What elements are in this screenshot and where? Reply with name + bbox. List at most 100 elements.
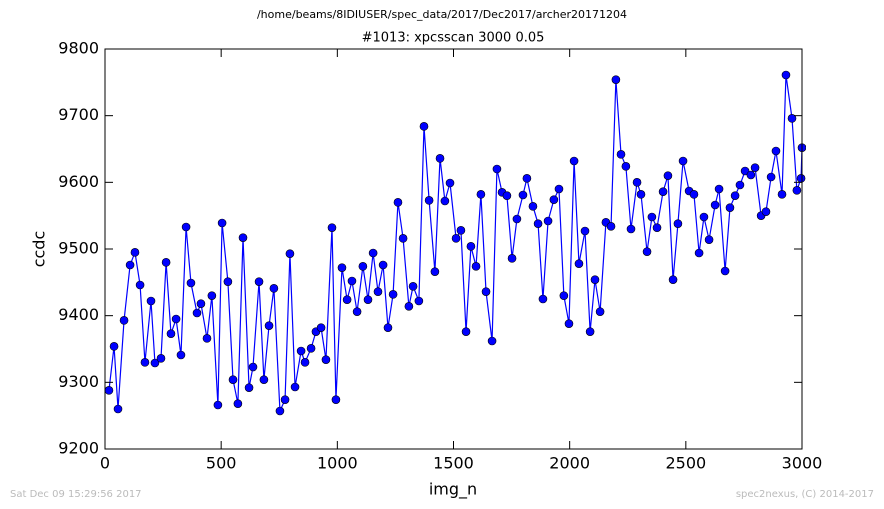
data-point <box>714 184 724 194</box>
data-point <box>574 259 584 268</box>
data-point <box>176 350 186 360</box>
data-point <box>554 184 564 194</box>
data-point <box>533 219 543 228</box>
y-tick-label: 9500 <box>58 239 99 258</box>
data-point <box>171 314 181 324</box>
x-tick-label: 0 <box>100 454 110 473</box>
footer-left: Sat Dec 09 15:29:56 2017 <box>10 489 142 500</box>
data-point <box>300 358 310 367</box>
data-point <box>275 406 285 416</box>
data-point <box>424 196 434 205</box>
plot-area <box>104 70 806 416</box>
x-axis-label: img_n <box>429 480 477 500</box>
data-point <box>632 178 642 187</box>
data-point <box>435 154 445 163</box>
data-point <box>507 254 517 263</box>
data-point <box>135 280 145 290</box>
data-point <box>196 299 206 308</box>
data-point <box>388 290 398 299</box>
data-point <box>264 321 274 330</box>
data-point <box>518 190 528 200</box>
data-point <box>373 287 383 296</box>
data-point <box>585 327 595 336</box>
data-point <box>414 296 424 306</box>
data-point <box>771 146 781 156</box>
data-point <box>398 234 408 243</box>
data-point <box>109 342 119 351</box>
data-point <box>787 114 797 123</box>
data-point <box>766 172 776 182</box>
y-tick-label: 9400 <box>58 305 99 324</box>
data-point <box>316 323 326 332</box>
chart-subtitle: #1013: xpcsscan 3000 0.05 <box>362 31 545 46</box>
data-point <box>408 282 418 291</box>
data-point <box>140 358 150 367</box>
data-point <box>223 277 233 286</box>
data-point <box>296 346 306 356</box>
data-point <box>331 395 341 404</box>
data-point <box>725 203 735 212</box>
data-point <box>181 222 191 232</box>
y-tick-label: 9300 <box>58 372 99 391</box>
data-point <box>606 222 616 231</box>
y-tick-label: 9600 <box>58 172 99 191</box>
data-point <box>704 235 714 244</box>
y-tick-label: 9200 <box>58 439 99 458</box>
data-point <box>451 234 461 243</box>
x-tick-label: 2500 <box>665 454 706 473</box>
data-point <box>735 180 745 190</box>
data-point <box>217 218 227 228</box>
data-point <box>476 190 486 199</box>
data-point <box>161 258 171 267</box>
data-point <box>621 162 631 171</box>
data-point <box>430 267 440 276</box>
data-point <box>538 294 548 304</box>
data-point <box>440 196 450 206</box>
data-point <box>238 233 248 242</box>
data-point <box>259 375 269 384</box>
data-point <box>512 214 522 224</box>
data-point <box>363 295 373 304</box>
x-tick-label: 1000 <box>317 454 358 473</box>
data-point <box>740 166 750 176</box>
data-point <box>746 170 756 180</box>
data-point <box>419 122 429 131</box>
data-point <box>710 200 720 210</box>
data-point <box>393 198 403 207</box>
data-point <box>337 263 347 272</box>
data-point <box>404 302 414 311</box>
data-point <box>166 329 176 338</box>
data-point <box>202 334 212 343</box>
data-point <box>580 226 590 236</box>
data-point <box>321 355 331 364</box>
data-point <box>642 247 652 256</box>
data-point <box>792 186 802 195</box>
data-point <box>626 224 636 234</box>
series-line <box>108 74 803 412</box>
data-point <box>290 382 300 392</box>
data-point <box>673 219 683 228</box>
data-point <box>254 277 264 286</box>
data-point <box>720 266 730 276</box>
data-point <box>492 164 502 174</box>
data-point <box>502 191 512 200</box>
data-point <box>113 404 123 414</box>
data-point <box>471 262 481 271</box>
data-point <box>652 223 662 232</box>
plot-frame <box>104 48 803 450</box>
x-tick-label: 3000 <box>782 454 823 473</box>
x-tick-label: 2000 <box>549 454 590 473</box>
data-point <box>781 70 791 80</box>
data-point <box>461 327 471 336</box>
footer-right: spec2nexus, (C) 2014-2017 <box>736 489 874 500</box>
data-point <box>699 212 709 222</box>
data-point <box>761 207 771 216</box>
data-point <box>528 202 538 211</box>
x-tick-label: 1500 <box>433 454 474 473</box>
data-point <box>347 276 357 286</box>
data-point <box>383 323 393 332</box>
data-point <box>522 174 532 183</box>
data-point <box>285 249 295 258</box>
data-point <box>678 156 688 166</box>
